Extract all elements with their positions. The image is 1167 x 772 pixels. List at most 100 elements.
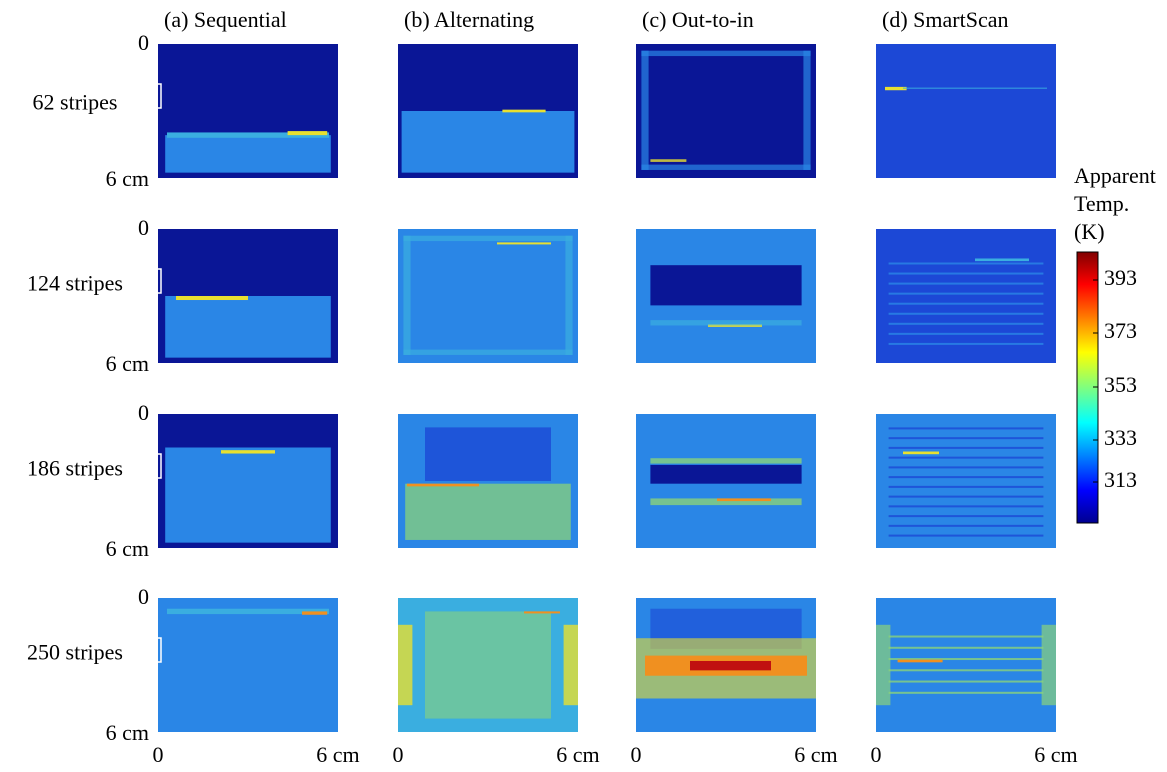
hot-region [497, 242, 551, 244]
hot-region [221, 450, 275, 453]
thermal-image [876, 414, 1056, 548]
hot-region [975, 258, 1029, 261]
hot-region [403, 236, 410, 355]
hot-region [407, 484, 479, 487]
colorbar-tick-label: 353 [1104, 372, 1137, 397]
hot-region [564, 625, 578, 705]
hot-region [889, 496, 1044, 498]
x-right-label: 6 cm [794, 742, 837, 767]
hot-region [803, 51, 810, 170]
hot-region [288, 131, 328, 135]
hot-region [889, 647, 1044, 649]
hot-region [889, 692, 1044, 694]
x-right-label: 6 cm [1034, 742, 1077, 767]
hot-region [889, 636, 1044, 638]
hot-region [402, 111, 575, 173]
hot-region [889, 333, 1044, 335]
hot-region [898, 660, 943, 663]
colorbar-tick-label: 313 [1104, 467, 1137, 492]
row-label: 186 stripes [27, 455, 123, 480]
hot-region [690, 661, 771, 670]
y-bottom-label: 6 cm [106, 166, 149, 191]
x-left-label: 0 [153, 742, 164, 767]
hot-region [889, 466, 1044, 468]
hot-region [165, 448, 331, 543]
hot-region [403, 236, 572, 241]
hot-region [889, 681, 1044, 683]
hot-region [889, 283, 1044, 285]
hot-region [650, 265, 801, 305]
hot-region [889, 476, 1044, 478]
hot-region [425, 611, 551, 718]
y-bottom-label: 6 cm [106, 536, 149, 561]
hot-region [1042, 625, 1056, 705]
x-left-label: 0 [393, 742, 404, 767]
y-top-label: 0 [138, 215, 149, 240]
hot-region [650, 320, 801, 325]
colorbar-tick-label: 333 [1104, 425, 1137, 450]
colorbar-tick-label: 393 [1104, 265, 1137, 290]
hot-region [889, 313, 1044, 315]
x-right-label: 6 cm [556, 742, 599, 767]
hot-region [903, 452, 939, 455]
y-bottom-label: 6 cm [106, 720, 149, 745]
thermal-image [636, 44, 816, 178]
hot-region [876, 625, 890, 705]
hot-region [889, 525, 1044, 527]
hot-region [650, 458, 801, 463]
hot-region [889, 437, 1044, 439]
hot-region [717, 498, 771, 501]
hot-region [889, 457, 1044, 459]
hot-region [641, 165, 810, 170]
column-title: (c) Out-to-in [642, 7, 754, 32]
hot-region [425, 427, 551, 481]
thermal-image [876, 44, 1056, 178]
hot-region [889, 293, 1044, 295]
column-title: (b) Alternating [404, 7, 534, 32]
hot-region [889, 263, 1044, 265]
hot-region [889, 535, 1044, 537]
hot-region [565, 236, 572, 355]
hot-region [650, 159, 686, 162]
hot-region [889, 447, 1044, 449]
thermal-image [398, 229, 578, 363]
hot-region [398, 625, 412, 705]
y-top-label: 0 [138, 30, 149, 55]
colorbar-tick-label: 373 [1104, 318, 1137, 343]
y-top-label: 0 [138, 400, 149, 425]
colorbar-title: Temp. [1074, 191, 1129, 216]
x-left-label: 0 [631, 742, 642, 767]
hot-region [889, 515, 1044, 517]
hot-region [650, 465, 801, 484]
hot-region [502, 110, 545, 113]
figure: (a) Sequential (b) Alternating (c) Out-to-… [0, 0, 1167, 772]
hot-region [889, 427, 1044, 429]
hot-region [403, 350, 572, 355]
hot-region [889, 669, 1044, 671]
hot-region [889, 303, 1044, 305]
hot-region [889, 343, 1044, 345]
hot-region [524, 611, 560, 613]
hot-region [405, 484, 571, 540]
x-left-label: 0 [871, 742, 882, 767]
hot-region [889, 323, 1044, 325]
hot-region [889, 273, 1044, 275]
column-title: (d) SmartScan [882, 7, 1008, 32]
hot-region [302, 611, 327, 614]
thermal-image [158, 598, 338, 732]
hot-region [903, 88, 1047, 89]
row-label: 250 stripes [27, 639, 123, 664]
row-label: 62 stripes [33, 89, 118, 114]
thermal-image [876, 598, 1056, 732]
hot-region [165, 135, 331, 173]
x-right-label: 6 cm [316, 742, 359, 767]
hot-region [889, 505, 1044, 507]
colorbar-title: Apparent [1074, 163, 1156, 188]
hot-region [165, 296, 331, 358]
hot-region [641, 51, 648, 170]
y-bottom-label: 6 cm [106, 351, 149, 376]
hot-region [641, 51, 810, 56]
column-title: (a) Sequential [164, 7, 287, 32]
colorbar-title: (K) [1074, 219, 1105, 244]
y-top-label: 0 [138, 584, 149, 609]
